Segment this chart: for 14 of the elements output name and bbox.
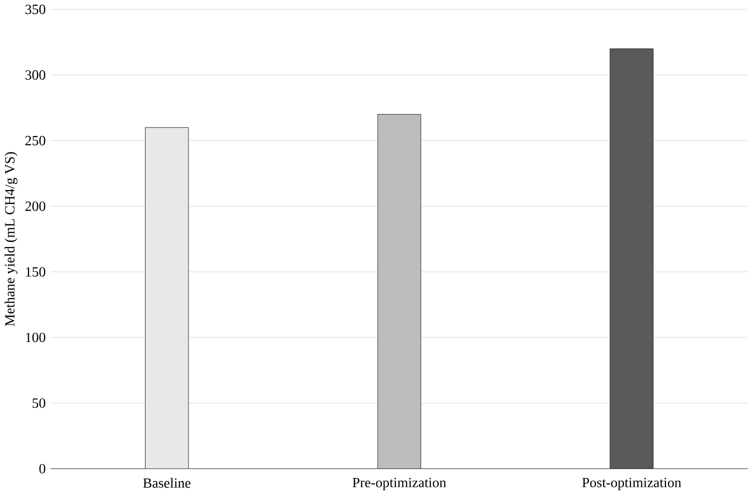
- y-tick-label: 100: [26, 332, 46, 342]
- y-tick-label: 150: [26, 267, 46, 277]
- bar: [145, 127, 189, 469]
- y-tick-label: 350: [25, 4, 46, 14]
- y-axis-title: Methane yield (mL CH4/g VS): [4, 152, 18, 326]
- y-tick-label: 300: [25, 70, 46, 80]
- y-tick-label: 250: [25, 136, 46, 146]
- y-tick-label: 50: [32, 398, 46, 408]
- x-tick-label: Baseline: [143, 478, 190, 488]
- x-tick-label: Post-optimization: [582, 478, 682, 490]
- y-tick-label: 0: [39, 464, 46, 474]
- y-tick-label: 200: [25, 202, 46, 212]
- x-tick-label: Pre-optimization: [352, 478, 446, 490]
- bar: [377, 114, 422, 469]
